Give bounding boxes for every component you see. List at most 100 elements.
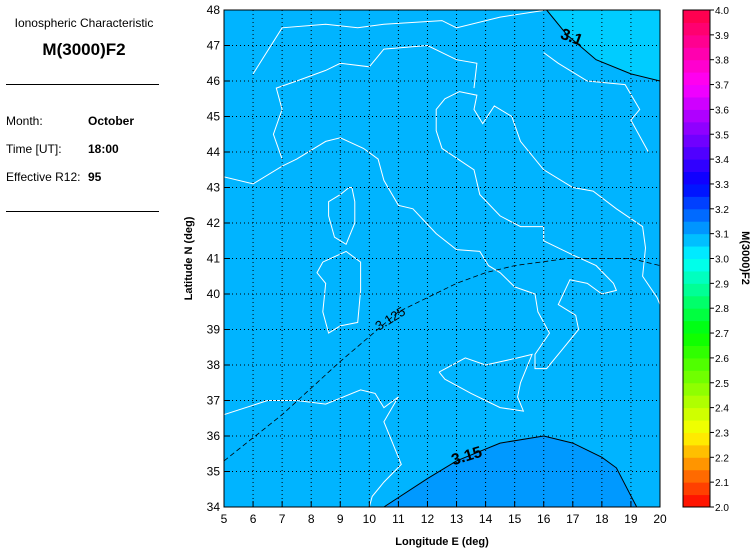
colorbar-tick-label: 2.4	[715, 404, 729, 415]
coastline	[224, 389, 402, 507]
colorbar-swatch	[683, 10, 710, 23]
x-tick-label: 11	[392, 512, 405, 526]
y-tick-label: 42	[207, 216, 221, 230]
colorbar-swatch	[683, 444, 710, 458]
colorbar-tick-label: 3.5	[715, 130, 729, 141]
contour-label: 3.1	[558, 26, 585, 50]
colorbar-tick-label: 3.4	[715, 155, 729, 166]
colorbar-swatch	[683, 333, 710, 346]
r12-label: Effective R12:	[6, 170, 81, 184]
colorbar-swatch	[683, 246, 710, 259]
colorbar-swatch	[683, 370, 710, 384]
region-above-3-15	[383, 436, 637, 507]
colorbar-tick-label: 2.7	[715, 329, 729, 340]
month-value: October	[88, 114, 135, 128]
colorbar-swatch	[683, 233, 710, 247]
coastline	[328, 187, 356, 246]
y-tick-label: 38	[207, 358, 221, 372]
colorbar-tick-label: 2.8	[715, 304, 729, 315]
y-axis-label: Latitude N (deg)	[183, 216, 195, 300]
x-tick-label: 16	[537, 512, 551, 526]
x-tick-label: 8	[308, 512, 315, 526]
colorbar-swatch	[683, 96, 710, 110]
colorbar-tick-label: 3.6	[715, 105, 729, 116]
colorbar-swatch	[683, 34, 710, 48]
colorbar-swatch	[683, 357, 710, 371]
y-tick-label: 36	[207, 429, 221, 443]
y-tick-label: 35	[207, 465, 221, 479]
colorbar-swatch	[683, 72, 710, 86]
colorbar-tick-label: 3.7	[715, 81, 729, 92]
colorbar-swatch	[683, 208, 710, 222]
colorbar-swatch	[683, 84, 710, 98]
contour-3-1	[546, 9, 661, 82]
colorbar-swatch	[683, 295, 710, 309]
colorbar-swatch	[683, 171, 710, 185]
colorbar-swatch	[683, 159, 710, 173]
colorbar-swatch	[683, 482, 710, 496]
y-tick-label: 40	[207, 287, 221, 301]
colorbar-tick-label: 2.1	[715, 478, 729, 489]
colorbar-tick-label: 2.0	[715, 503, 729, 514]
y-tick-label: 39	[207, 323, 221, 337]
colorbar-tick-label: 2.2	[715, 453, 729, 464]
colorbar-tick-label: 4.0	[715, 6, 729, 17]
colorbar-tick-label: 3.3	[715, 180, 729, 191]
colorbar-swatch	[683, 494, 710, 508]
contour-3-125	[223, 258, 661, 462]
month-label: Month:	[6, 114, 43, 128]
y-tick-label: 45	[207, 110, 221, 124]
divider	[6, 84, 159, 85]
x-tick-label: 17	[566, 512, 580, 526]
colorbar-swatch	[683, 109, 710, 123]
coastlines	[224, 10, 660, 507]
colorbar-swatch	[683, 469, 710, 483]
y-tick-label: 47	[207, 39, 221, 53]
title: M(3000)F2	[42, 40, 126, 59]
colorbar-swatch	[683, 121, 710, 135]
coastline	[224, 91, 660, 370]
coastline	[438, 353, 533, 412]
colorbar-swatch	[683, 47, 710, 61]
x-tick-label: 10	[363, 512, 377, 526]
colorbar-swatch	[683, 22, 710, 36]
x-tick-label: 19	[624, 512, 638, 526]
x-tick-label: 12	[421, 512, 435, 526]
colorbar-swatch	[683, 146, 710, 160]
y-tick-label: 37	[207, 394, 221, 408]
colorbar-swatch	[683, 196, 710, 210]
y-tick-label: 41	[207, 252, 221, 266]
x-tick-label: 13	[450, 512, 464, 526]
divider	[6, 211, 159, 212]
colorbar-swatch	[683, 407, 710, 421]
colorbar-tick-label: 3.2	[715, 205, 729, 216]
x-axis-label: Longitude E (deg)	[395, 536, 489, 548]
y-tick-label: 44	[207, 145, 221, 159]
colorbar-tick-label: 2.3	[715, 428, 729, 439]
colorbar-tick-label: 3.8	[715, 56, 729, 67]
y-tick-label: 48	[207, 3, 221, 17]
region-above-3-1	[546, 10, 660, 81]
colorbar-swatch	[683, 345, 710, 359]
colorbar-swatch	[683, 221, 710, 235]
x-tick-label: 9	[337, 512, 344, 526]
x-tick-label: 15	[508, 512, 522, 526]
r12-value: 95	[88, 170, 102, 184]
colorbar-swatch	[683, 258, 710, 272]
colorbar-tick-label: 2.5	[715, 379, 729, 390]
x-tick-label: 14	[479, 512, 493, 526]
colorbar-swatch	[683, 270, 710, 284]
colorbar-tick-label: 2.9	[715, 279, 729, 290]
subtitle: Ionospheric Characteristic	[14, 16, 154, 30]
colorbar-swatch	[683, 283, 710, 297]
coastline	[252, 10, 547, 75]
colorbar-tick-label: 3.9	[715, 31, 729, 42]
y-tick-label: 43	[207, 181, 221, 195]
colorbar-swatch	[683, 134, 710, 148]
colorbar-swatch	[683, 420, 710, 433]
x-tick-label: 6	[250, 512, 257, 526]
coastline	[543, 52, 649, 153]
colorbar-swatch	[683, 382, 710, 396]
colorbar-swatch	[683, 320, 710, 334]
colorbar-swatch	[683, 457, 710, 471]
